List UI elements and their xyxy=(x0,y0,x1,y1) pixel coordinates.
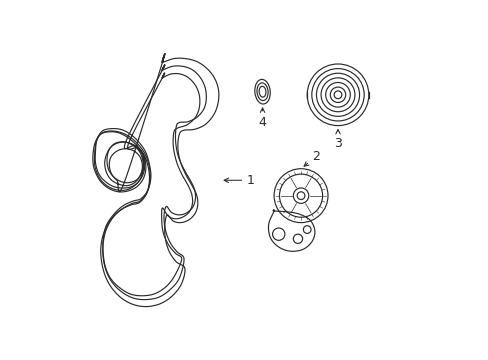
Text: 4: 4 xyxy=(258,108,266,129)
Text: 3: 3 xyxy=(333,130,341,150)
Text: 1: 1 xyxy=(224,174,255,187)
Text: 2: 2 xyxy=(304,149,320,166)
